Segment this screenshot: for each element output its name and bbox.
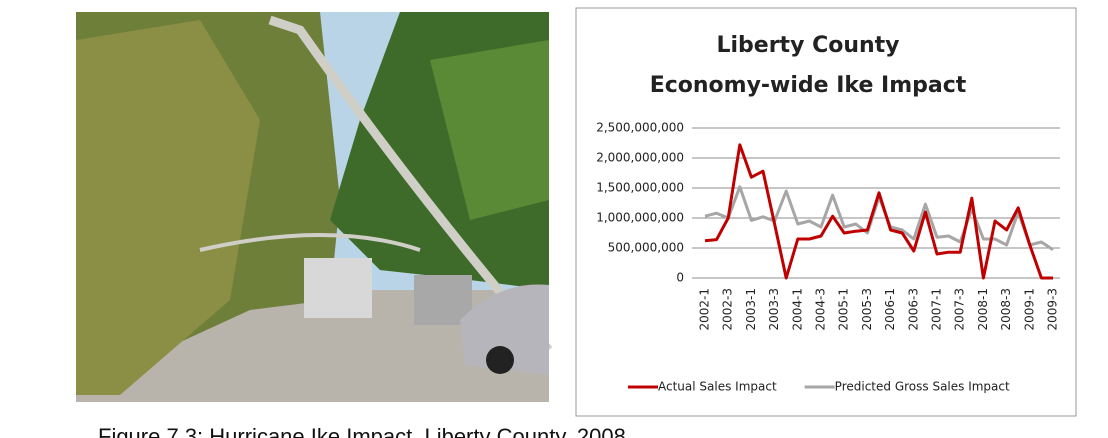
x-tick-label: 2008-3: [999, 288, 1013, 331]
photo: [76, 12, 553, 402]
chart-title: Economy-wide Ike Impact: [650, 73, 967, 98]
chart-title: Liberty County: [716, 33, 899, 58]
x-tick-label: 2004-1: [790, 288, 804, 331]
y-tick-label: 0: [676, 271, 684, 285]
y-tick-label: 2,000,000,000: [596, 151, 684, 165]
chart-frame: [575, 7, 1077, 417]
x-tick-label: 2009-1: [1022, 288, 1036, 331]
x-tick-label: 2007-3: [953, 288, 967, 331]
x-tick-label: 2006-3: [906, 288, 920, 331]
y-tick-label: 1,500,000,000: [596, 181, 684, 195]
x-tick-label: 2005-3: [860, 288, 874, 331]
series-line: [704, 143, 1053, 280]
legend-label: Actual Sales Impact: [658, 380, 777, 394]
y-tick-label: 1,000,000,000: [596, 211, 684, 225]
x-tick-label: 2003-1: [744, 288, 758, 331]
y-tick-label: 2,500,000,000: [596, 121, 684, 135]
x-tick-label: 2006-1: [883, 288, 897, 331]
x-tick-label: 2009-3: [1046, 288, 1060, 331]
x-tick-label: 2002-3: [721, 288, 735, 331]
legend-label: Predicted Gross Sales Impact: [835, 380, 1010, 394]
x-tick-label: 2002-1: [698, 288, 712, 331]
x-tick-label: 2007-1: [930, 288, 944, 331]
x-tick-label: 2004-3: [814, 288, 828, 331]
x-tick-label: 2005-1: [837, 288, 851, 331]
x-tick-label: 2003-3: [767, 288, 781, 331]
x-tick-label: 2008-1: [976, 288, 990, 331]
y-tick-label: 500,000,000: [608, 241, 684, 255]
caption: Figure 7.3: Hurricane Ike Impact, Libert…: [98, 424, 626, 438]
